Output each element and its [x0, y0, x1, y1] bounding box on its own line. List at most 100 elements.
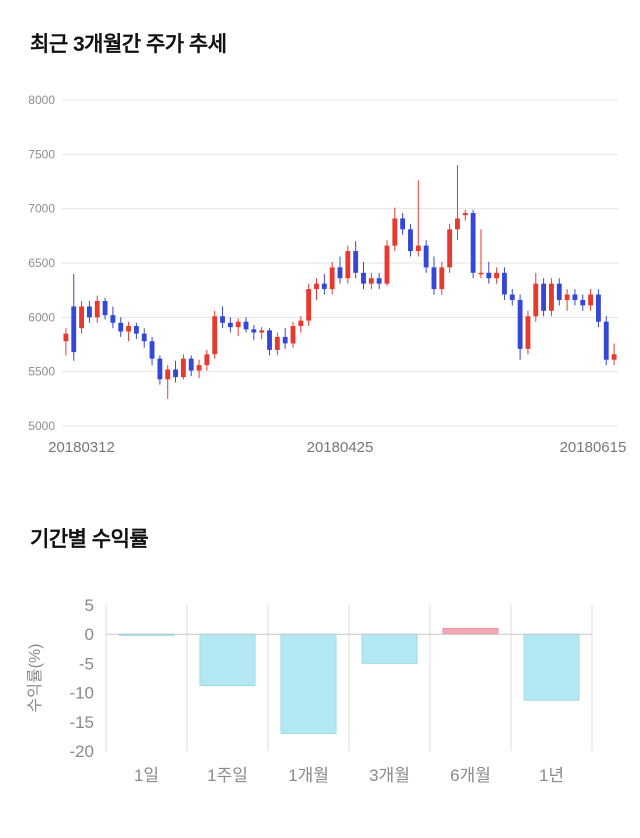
- x-axis-category-label: 1주일: [207, 766, 248, 785]
- candle-body: [502, 272, 507, 295]
- candle-body: [110, 315, 116, 323]
- candle-body: [345, 251, 351, 279]
- y-axis-tick-label: 7500: [28, 147, 55, 161]
- return-bar: [523, 633, 580, 701]
- candle-body: [102, 301, 108, 316]
- candle-body: [126, 326, 131, 332]
- candle-body: [595, 294, 601, 322]
- x-axis-category-label: 6개월: [450, 766, 491, 785]
- candle-body: [368, 278, 374, 284]
- return-bar: [280, 633, 337, 734]
- price-trend-title: 최근 3개월간 주가 추세: [30, 33, 227, 56]
- candle-body: [274, 336, 280, 350]
- candle-body: [337, 267, 343, 279]
- y-axis-tick-label: 6500: [28, 256, 55, 270]
- candle-body: [173, 369, 178, 378]
- candle-body: [384, 245, 390, 284]
- candle-body: [400, 218, 406, 230]
- candle-body: [141, 333, 147, 342]
- x-axis-category-label: 3개월: [369, 766, 410, 785]
- candle-body: [290, 326, 296, 344]
- candle-body: [580, 299, 586, 306]
- candle-body: [376, 278, 382, 284]
- candle-body: [533, 283, 539, 317]
- candle-body: [157, 358, 163, 380]
- candle-body: [525, 316, 531, 349]
- candle-body: [243, 321, 249, 330]
- candle-body: [541, 283, 547, 311]
- candle-body: [353, 251, 359, 273]
- return-bar: [442, 627, 499, 635]
- candle-body: [267, 330, 272, 350]
- grid-lines: [62, 99, 618, 427]
- candle-body: [392, 218, 398, 246]
- candle-body: [588, 294, 594, 306]
- candle-body: [415, 245, 421, 252]
- candles: [63, 165, 617, 399]
- candle-body: [235, 321, 241, 328]
- candle-body: [549, 283, 554, 311]
- y-axis-tick-label: 6000: [28, 310, 55, 324]
- candle-body: [282, 336, 288, 344]
- x-axis-category-label: 1년: [539, 766, 564, 785]
- candle-body: [447, 229, 453, 268]
- return-bar: [199, 633, 256, 687]
- y-axis-tick-label: 5000: [28, 419, 55, 433]
- candle-body: [196, 365, 202, 371]
- candle-body: [79, 306, 85, 329]
- x-axis-tick-label: 20180425: [307, 439, 374, 456]
- x-axis-category-label: 1일: [134, 766, 159, 785]
- y-axis-tick-label: 7000: [28, 202, 55, 216]
- y-axis-tick-label: 8000: [28, 93, 55, 107]
- x-axis-tick-label: 20180615: [560, 439, 627, 456]
- candle-body: [165, 369, 171, 380]
- candle-body: [321, 283, 327, 290]
- candle-body: [227, 322, 233, 328]
- candle-body: [133, 326, 139, 334]
- candle-body: [431, 267, 437, 290]
- candle-body: [361, 272, 366, 284]
- candle-body: [188, 358, 194, 371]
- candlestick-svg: 8000 7500 7000 6500 6000 5500 5000 20180312 2018…: [28, 93, 627, 456]
- y-axis-tick-label: -15: [69, 713, 94, 732]
- y-axis-tick-label: 5: [85, 596, 94, 615]
- candle-body: [259, 330, 265, 333]
- candle-body: [517, 299, 523, 349]
- candle-body: [212, 316, 218, 355]
- candle-body: [603, 321, 609, 360]
- candle-body: [71, 306, 77, 353]
- x-axis-tick-label: 20180312: [48, 439, 115, 456]
- candlestick-chart: 8000 7500 7000 6500 6000 5500 5000 20180312 2018…: [2, 84, 640, 467]
- candle-body: [220, 316, 225, 323]
- candle-body: [494, 272, 500, 279]
- candle-body: [462, 213, 468, 216]
- page: 최근 3개월간 주가 추세 8000 7500 7000 6500 6000 5500 50…: [0, 28, 640, 814]
- returns-title: 기간별 수익률: [30, 528, 149, 551]
- candle-body: [94, 301, 100, 318]
- candle-body: [118, 322, 124, 332]
- candle-body: [455, 218, 460, 230]
- y-axis-tick-label: 5500: [28, 365, 55, 379]
- grid-lines: [105, 605, 593, 751]
- y-axis-tick-label: -10: [69, 684, 94, 703]
- candle-body: [149, 341, 155, 359]
- candle-body: [298, 320, 304, 327]
- candle-body: [423, 245, 429, 268]
- candle-body: [486, 272, 492, 279]
- candle-body: [251, 329, 257, 333]
- candle-body: [63, 333, 69, 342]
- candle-body: [204, 354, 210, 366]
- candle-body: [572, 294, 578, 300]
- candle-body: [86, 306, 92, 318]
- y-axis-tick-label: 0: [85, 625, 94, 644]
- candle-body: [329, 267, 335, 290]
- candle-body: [478, 272, 484, 275]
- candle-body: [180, 358, 186, 378]
- returns-bar-chart: 5 0 -5 -10 -15 -20 1일 1주일 1개월 3개월 6개월 1년 수익률(%): [2, 589, 640, 814]
- y-axis-tick-label: -5: [79, 654, 94, 673]
- candle-body: [306, 289, 312, 321]
- candle-body: [439, 267, 445, 290]
- candle-body: [470, 213, 476, 273]
- candle-body: [408, 229, 413, 252]
- candle-body: [611, 354, 617, 360]
